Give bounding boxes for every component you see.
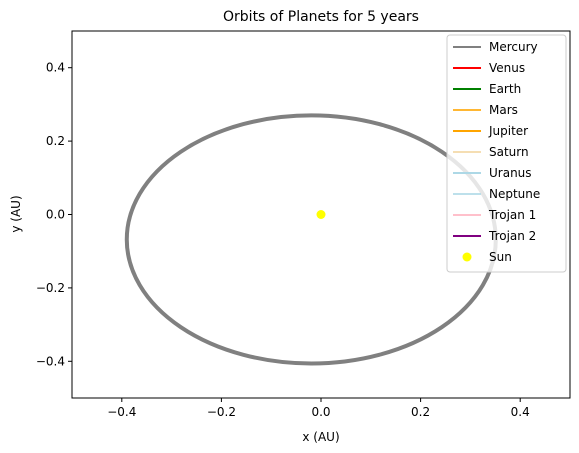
x-tick-label: 0.2	[411, 405, 430, 419]
x-tick-label: 0.0	[311, 405, 330, 419]
legend-label-mercury: Mercury	[489, 40, 538, 54]
orbit-mercury	[124, 113, 498, 366]
legend-label-trojan-1: Trojan 1	[488, 208, 536, 222]
legend-label-neptune: Neptune	[489, 187, 540, 201]
sun-marker	[316, 210, 326, 219]
legend-label-venus: Venus	[489, 61, 525, 75]
legend-label-trojan-2: Trojan 2	[488, 229, 536, 243]
legend-label-mars: Mars	[489, 103, 518, 117]
x-tick-label: −0.2	[207, 405, 236, 419]
y-tick-label: −0.4	[36, 354, 65, 368]
x-axis-label: x (AU)	[302, 430, 339, 444]
y-tick-label: 0.4	[46, 61, 65, 75]
legend-label-jupiter: Jupiter	[488, 124, 528, 138]
legend: Mercury Venus Earth Mars Jupiter Saturn Uranus…	[446, 34, 567, 273]
legend-swatch-sun	[462, 252, 472, 262]
y-tick-label: −0.2	[36, 281, 65, 295]
legend-label-saturn: Saturn	[489, 145, 529, 159]
x-tick-label: −0.4	[107, 405, 136, 419]
y-tick-label: 0.0	[46, 208, 65, 222]
legend-box	[446, 34, 567, 273]
legend-label-uranus: Uranus	[489, 166, 532, 180]
legend-label-earth: Earth	[489, 82, 521, 96]
y-tick-label: 0.2	[46, 134, 65, 148]
chart-title: Orbits of Planets for 5 years	[223, 9, 419, 25]
legend-label-sun: Sun	[489, 250, 512, 264]
x-tick-label: 0.4	[511, 405, 530, 419]
y-axis-label: y (AU)	[9, 195, 23, 232]
